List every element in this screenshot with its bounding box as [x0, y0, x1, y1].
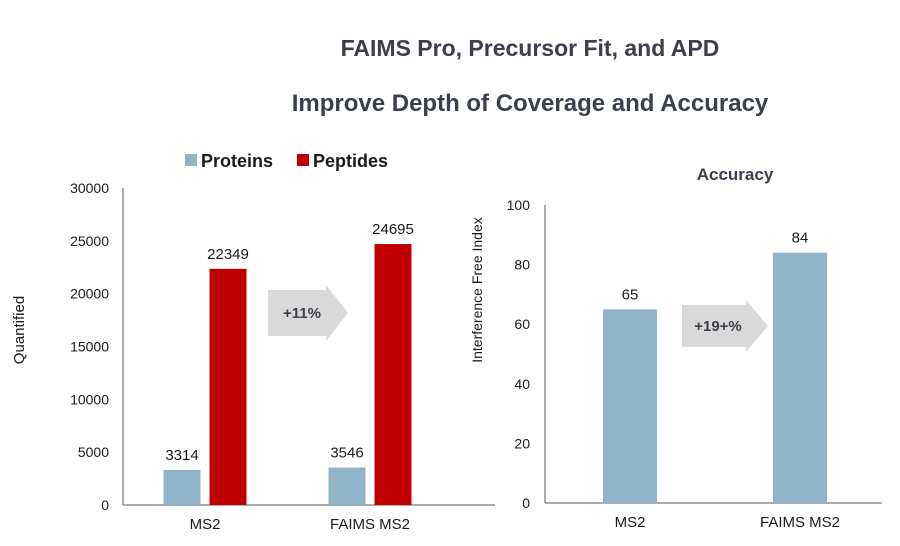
y-tick-label: 0: [101, 497, 109, 513]
bar-proteins-0: [163, 469, 201, 505]
y-tick-label: 5000: [78, 444, 109, 460]
y-tick-label: 60: [514, 316, 530, 332]
data-label: 22349: [207, 246, 249, 263]
bar-proteins-1: [328, 467, 366, 505]
y-tick-label: 80: [514, 257, 530, 273]
legend-swatch-proteins: [185, 154, 197, 166]
y-tick-label: 30000: [70, 180, 109, 196]
y-axis-label: Interference Free Index: [469, 217, 485, 363]
growth-arrow: [268, 285, 348, 341]
legend-label-peptides: Peptides: [313, 151, 388, 171]
data-label: 3314: [165, 447, 198, 464]
y-tick-label: 0: [522, 495, 530, 511]
growth-arrow: [682, 300, 768, 352]
y-tick-label: 40: [514, 376, 530, 392]
y-tick-label: 20: [514, 435, 530, 451]
data-label: 65: [622, 286, 639, 303]
x-tick-label: FAIMS MS2: [330, 516, 410, 533]
legend-swatch-peptides: [297, 154, 309, 166]
bar-accuracy-1: [773, 252, 827, 503]
data-label: 3546: [330, 445, 363, 462]
chart-title-accuracy: Accuracy: [697, 165, 774, 184]
y-tick-label: 25000: [70, 233, 109, 249]
y-tick-label: 100: [507, 197, 531, 213]
x-tick-label: MS2: [190, 516, 221, 533]
bar-peptides-0: [209, 268, 247, 505]
title-line-1: FAIMS Pro, Precursor Fit, and APD: [340, 35, 720, 61]
bar-accuracy-0: [603, 309, 657, 503]
data-label: 84: [792, 230, 809, 247]
title-line-2: Improve Depth of Coverage and Accuracy: [291, 90, 769, 117]
x-tick-label: MS2: [615, 514, 646, 531]
legend-label-proteins: Proteins: [201, 151, 273, 171]
y-tick-label: 10000: [70, 391, 109, 407]
x-tick-label: FAIMS MS2: [760, 514, 840, 531]
y-tick-label: 20000: [70, 286, 109, 302]
bar-peptides-1: [374, 244, 412, 506]
data-label: 24695: [372, 221, 414, 238]
y-tick-label: 15000: [70, 339, 109, 355]
growth-arrow-label: +19+%: [694, 318, 742, 335]
y-axis-label: Quantified: [11, 296, 28, 364]
growth-arrow-label: +11%: [283, 305, 321, 322]
